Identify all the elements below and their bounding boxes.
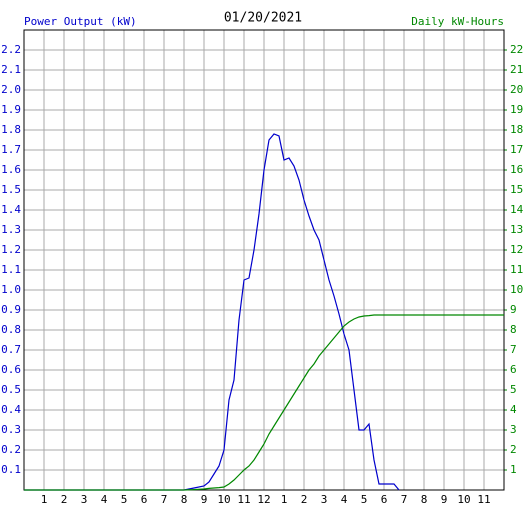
y2-tick-label: 6 xyxy=(510,363,517,376)
x-tick-label: 7 xyxy=(161,493,168,506)
y2-axis-label: Daily kW-Hours xyxy=(411,15,504,28)
y2-tick-label: 5 xyxy=(510,383,517,396)
x-tick-label: 8 xyxy=(181,493,188,506)
y2-tick-label: 18 xyxy=(510,123,523,136)
y-tick-label: 0.5 xyxy=(1,383,21,396)
y-tick-label: 0.7 xyxy=(1,343,21,356)
y2-tick-label: 19 xyxy=(510,103,523,116)
y-tick-label: 0.8 xyxy=(1,323,21,336)
y-tick-label: 0.3 xyxy=(1,423,21,436)
y-tick-label: 1.0 xyxy=(1,283,21,296)
y-tick-label: 1.8 xyxy=(1,123,21,136)
x-tick-label: 6 xyxy=(141,493,148,506)
x-tick-label: 8 xyxy=(421,493,428,506)
y2-tick-label: 13 xyxy=(510,223,523,236)
y-tick-label: 2.0 xyxy=(1,83,21,96)
y2-tick-label: 14 xyxy=(510,203,524,216)
x-tick-label: 10 xyxy=(217,493,230,506)
chart-title: 01/20/2021 xyxy=(224,11,302,26)
y-tick-label: 0.2 xyxy=(1,443,21,456)
plot-border xyxy=(23,29,505,491)
x-tick-label: 4 xyxy=(341,493,348,506)
y-axis-label: Power Output (kW) xyxy=(24,15,137,28)
y-tick-label: 1.4 xyxy=(1,203,21,216)
x-tick-label: 2 xyxy=(61,493,68,506)
y-tick-label: 2.2 xyxy=(1,43,21,56)
x-tick-label: 7 xyxy=(401,493,408,506)
x-tick-label: 10 xyxy=(457,493,470,506)
x-tick-label: 11 xyxy=(477,493,490,506)
y-tick-label: 1.9 xyxy=(1,103,21,116)
y2-tick-label: 20 xyxy=(510,83,523,96)
y2-tick-label: 21 xyxy=(510,63,523,76)
y2-tick-label: 4 xyxy=(510,403,517,416)
series-line xyxy=(24,133,400,491)
y2-tick-label: 12 xyxy=(510,243,523,256)
x-tick-label: 5 xyxy=(361,493,368,506)
x-tick-label: 4 xyxy=(101,493,108,506)
x-tick-label: 5 xyxy=(121,493,128,506)
x-tick-label: 2 xyxy=(301,493,308,506)
y2-tick-label: 17 xyxy=(510,143,523,156)
x-tick-label: 6 xyxy=(381,493,388,506)
y-tick-label: 0.6 xyxy=(1,363,21,376)
y-tick-label: 0.9 xyxy=(1,303,21,316)
x-tick-label: 12 xyxy=(257,493,270,506)
x-tick-label: 9 xyxy=(201,493,208,506)
y-tick-label: 1.6 xyxy=(1,163,21,176)
x-tick-label: 1 xyxy=(281,493,288,506)
y-tick-label: 2.1 xyxy=(1,63,21,76)
y2-tick-label: 8 xyxy=(510,323,517,336)
x-tick-label: 3 xyxy=(81,493,88,506)
y2-tick-label: 1 xyxy=(510,463,517,476)
y2-tick-label: 11 xyxy=(510,263,523,276)
y2-tick-label: 9 xyxy=(510,303,517,316)
y-tick-label: 0.1 xyxy=(1,463,21,476)
y-tick-label: 1.3 xyxy=(1,223,21,236)
y2-tick-label: 7 xyxy=(510,343,517,356)
y-tick-label: 1.5 xyxy=(1,183,21,196)
series-line xyxy=(24,314,504,491)
y2-tick-label: 10 xyxy=(510,283,523,296)
y-tick-label: 0.4 xyxy=(1,403,21,416)
y2-tick-label: 2 xyxy=(510,443,517,456)
y2-tick-label: 22 xyxy=(510,43,523,56)
y-tick-label: 1.1 xyxy=(1,263,21,276)
y2-tick-label: 16 xyxy=(510,163,523,176)
x-tick-label: 3 xyxy=(321,493,328,506)
y-tick-label: 1.7 xyxy=(1,143,21,156)
y2-tick-label: 3 xyxy=(510,423,517,436)
y2-tick-label: 15 xyxy=(510,183,523,196)
x-tick-label: 9 xyxy=(441,493,448,506)
y-tick-label: 1.2 xyxy=(1,243,21,256)
x-tick-label: 1 xyxy=(41,493,48,506)
x-tick-label: 11 xyxy=(237,493,250,506)
